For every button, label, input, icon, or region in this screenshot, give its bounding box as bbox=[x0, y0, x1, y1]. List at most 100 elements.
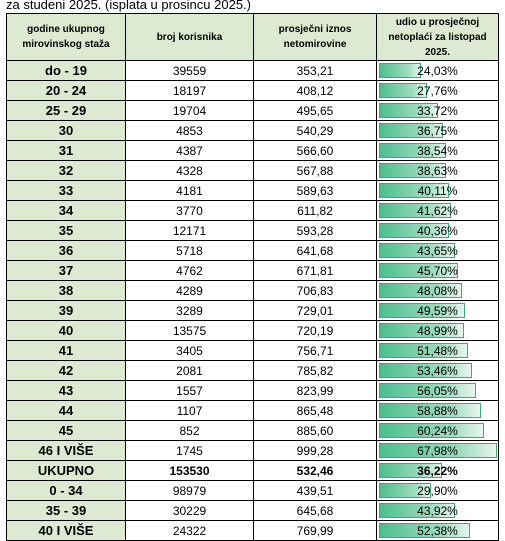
share-value: 43,92% bbox=[417, 503, 458, 518]
average-pension-cell: 885,60 bbox=[253, 420, 377, 441]
share-cell: 36,75% bbox=[376, 120, 499, 141]
header-user-count: broj korisnika bbox=[125, 13, 254, 61]
table-row: 38 4289 706,83 48,08% bbox=[6, 280, 499, 301]
user-count-cell: 12171 bbox=[125, 220, 254, 241]
share-cell: 45,70% bbox=[376, 260, 499, 281]
user-count-cell: 852 bbox=[125, 420, 254, 441]
share-cell: 56,05% bbox=[376, 380, 499, 401]
table-row: 32 4328 567,88 38,63% bbox=[6, 160, 499, 181]
row-label: 30 bbox=[6, 120, 126, 141]
row-label: 31 bbox=[6, 140, 126, 161]
share-value: 43,65% bbox=[417, 243, 458, 258]
share-data-bar bbox=[379, 443, 497, 458]
share-data-bar bbox=[379, 103, 438, 118]
table-row: 46 I VIŠE 1745 999,28 67,98% bbox=[6, 440, 499, 461]
row-label: 38 bbox=[6, 280, 126, 301]
average-pension-cell: 589,63 bbox=[253, 180, 377, 201]
share-data-bar bbox=[379, 243, 455, 258]
share-data-bar bbox=[379, 363, 472, 378]
share-value: 38,54% bbox=[417, 143, 458, 158]
share-value: 29,90% bbox=[417, 483, 458, 498]
user-count-cell: 24322 bbox=[125, 520, 254, 541]
row-label: 20 - 24 bbox=[6, 80, 126, 101]
table-row: 20 - 24 18197 408,12 27,76% bbox=[6, 80, 499, 101]
share-cell: 40,36% bbox=[376, 220, 499, 241]
row-label: 40 I VIŠE bbox=[6, 520, 126, 541]
share-value: 56,05% bbox=[417, 383, 458, 398]
user-count-cell: 39559 bbox=[125, 60, 254, 81]
share-cell: 29,90% bbox=[376, 480, 499, 501]
user-count-cell: 4853 bbox=[125, 120, 254, 141]
table-row: UKUPNO 153530 532,46 36,22% bbox=[6, 460, 499, 481]
average-pension-cell: 729,01 bbox=[253, 300, 377, 321]
share-data-bar bbox=[379, 403, 482, 418]
average-pension-cell: 611,82 bbox=[253, 200, 377, 221]
table-caption: za studeni 2025. (isplata u prosincu 202… bbox=[6, 0, 251, 12]
share-cell: 58,88% bbox=[376, 400, 499, 421]
user-count-cell: 2081 bbox=[125, 360, 254, 381]
average-pension-cell: 756,71 bbox=[253, 340, 377, 361]
share-value: 38,63% bbox=[417, 163, 458, 178]
table-row: 25 - 29 19704 495,65 33,72% bbox=[6, 100, 499, 121]
share-data-bar bbox=[379, 343, 469, 358]
table-body: do - 19 39559 353,21 24,03% 20 - 24 18197 408,… bbox=[6, 60, 499, 541]
share-value: 24,03% bbox=[417, 63, 458, 78]
share-cell: 40,11% bbox=[376, 180, 499, 201]
share-data-bar bbox=[379, 283, 463, 298]
share-data-bar bbox=[379, 123, 443, 138]
average-pension-cell: 439,51 bbox=[253, 480, 377, 501]
share-data-bar bbox=[379, 323, 465, 338]
row-label: 42 bbox=[6, 360, 126, 381]
average-pension-cell: 706,83 bbox=[253, 280, 377, 301]
share-data-bar bbox=[379, 183, 449, 198]
user-count-cell: 4328 bbox=[125, 160, 254, 181]
table-row: 45 852 885,60 60,24% bbox=[6, 420, 499, 441]
average-pension-cell: 353,21 bbox=[253, 60, 377, 81]
share-value: 41,62% bbox=[417, 203, 458, 218]
share-value: 40,11% bbox=[417, 183, 458, 198]
user-count-cell: 30229 bbox=[125, 500, 254, 521]
share-cell: 48,99% bbox=[376, 320, 499, 341]
share-data-bar bbox=[379, 63, 421, 78]
pension-table: godine ukupnog mirovinskog staža broj ko… bbox=[6, 13, 499, 541]
table-row: 35 12171 593,28 40,36% bbox=[6, 220, 499, 241]
share-value: 48,99% bbox=[417, 323, 458, 338]
table-row: 33 4181 589,63 40,11% bbox=[6, 180, 499, 201]
user-count-cell: 4762 bbox=[125, 260, 254, 281]
share-data-bar bbox=[379, 423, 484, 438]
share-value: 27,76% bbox=[417, 83, 458, 98]
table-row: 0 - 34 98979 439,51 29,90% bbox=[6, 480, 499, 501]
row-label: do - 19 bbox=[6, 60, 126, 81]
table-row: 42 2081 785,82 53,46% bbox=[6, 360, 499, 381]
row-label: 39 bbox=[6, 300, 126, 321]
share-value: 45,70% bbox=[417, 263, 458, 278]
share-data-bar bbox=[379, 303, 466, 318]
table-row: 37 4762 671,81 45,70% bbox=[6, 260, 499, 281]
share-cell: 52,38% bbox=[376, 520, 499, 541]
average-pension-cell: 720,19 bbox=[253, 320, 377, 341]
share-cell: 60,24% bbox=[376, 420, 499, 441]
share-value: 67,98% bbox=[417, 443, 458, 458]
share-value: 58,88% bbox=[417, 403, 458, 418]
average-pension-cell: 645,68 bbox=[253, 500, 377, 521]
user-count-cell: 13575 bbox=[125, 320, 254, 341]
average-pension-cell: 532,46 bbox=[253, 460, 377, 481]
share-cell: 43,65% bbox=[376, 240, 499, 261]
share-cell: 27,76% bbox=[376, 80, 499, 101]
table-row: 43 1557 823,99 56,05% bbox=[6, 380, 499, 401]
user-count-cell: 98979 bbox=[125, 480, 254, 501]
share-value: 36,22% bbox=[417, 463, 458, 478]
table-row: 40 13575 720,19 48,99% bbox=[6, 320, 499, 341]
average-pension-cell: 671,81 bbox=[253, 260, 377, 281]
average-pension-cell: 495,65 bbox=[253, 100, 377, 121]
share-value: 33,72% bbox=[417, 103, 458, 118]
average-pension-cell: 865,48 bbox=[253, 400, 377, 421]
share-data-bar bbox=[379, 203, 452, 218]
user-count-cell: 1557 bbox=[125, 380, 254, 401]
row-label: 35 - 39 bbox=[6, 500, 126, 521]
share-value: 51,48% bbox=[417, 343, 458, 358]
user-count-cell: 4181 bbox=[125, 180, 254, 201]
share-value: 40,36% bbox=[417, 223, 458, 238]
row-label: 34 bbox=[6, 200, 126, 221]
header-row: godine ukupnog mirovinskog staža broj ko… bbox=[6, 13, 499, 61]
